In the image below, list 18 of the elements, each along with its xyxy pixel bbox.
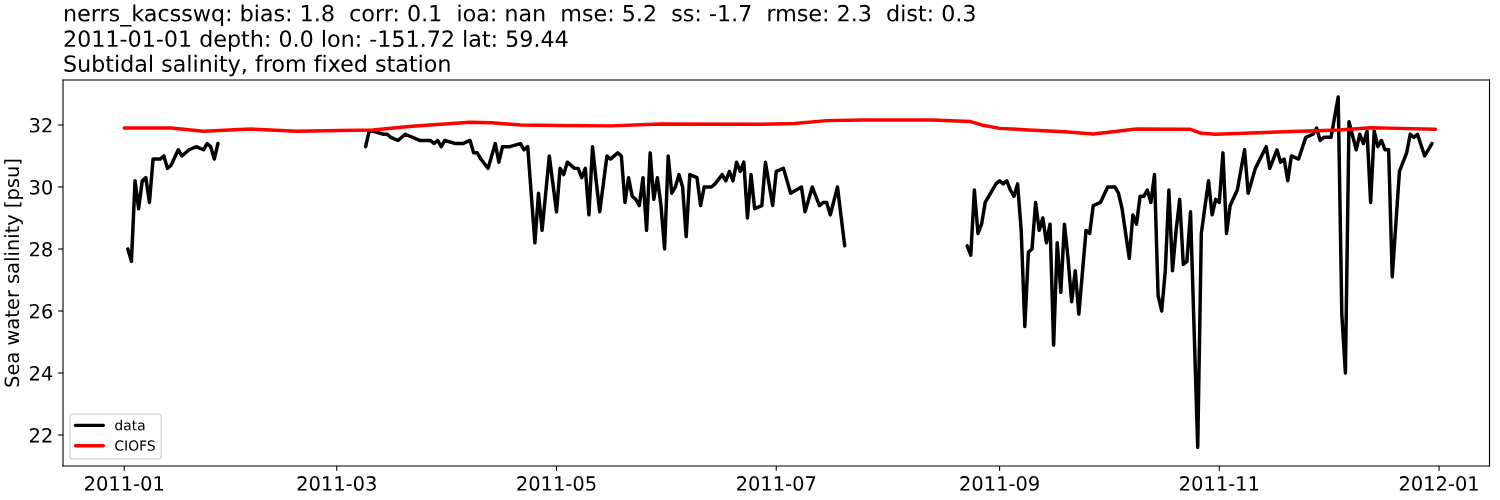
y-tick-label: 22 xyxy=(29,427,52,443)
legend-label: CIOFS xyxy=(115,440,155,451)
y-tick-label: 30 xyxy=(30,179,52,195)
x-tick-label: 2011-11 xyxy=(1180,476,1259,491)
y-tick-label: 26 xyxy=(29,303,53,319)
x-tick-label: 2011-07 xyxy=(737,476,816,491)
legend-label: data xyxy=(115,419,145,431)
x-tick-label: 2011-03 xyxy=(297,476,376,491)
x-tick-label: 2012-01 xyxy=(1399,476,1478,491)
x-tick-label: 2011-01 xyxy=(85,476,164,491)
y-tick-label: 32 xyxy=(30,117,52,133)
x-tick-label: 2011-09 xyxy=(960,476,1039,491)
y-tick-label: 24 xyxy=(29,365,53,381)
chart-title: nerrs_kacsswq: bias: 1.8 corr: 0.1 ioa: nan mse: 5.2 ss: -1.7 rmse: 2.3 dist: 0.3 2011-01-01 depth: 0.0 lon: -151.72 lat: 59.44 Subtidal salinity, from fixed station xyxy=(64,4,975,77)
y-tick-label: 28 xyxy=(29,241,52,257)
x-tick-label: 2011-05 xyxy=(517,476,596,491)
y-axis-title: Sea water salinity [psu] xyxy=(4,159,23,387)
line-series xyxy=(122,118,1438,136)
